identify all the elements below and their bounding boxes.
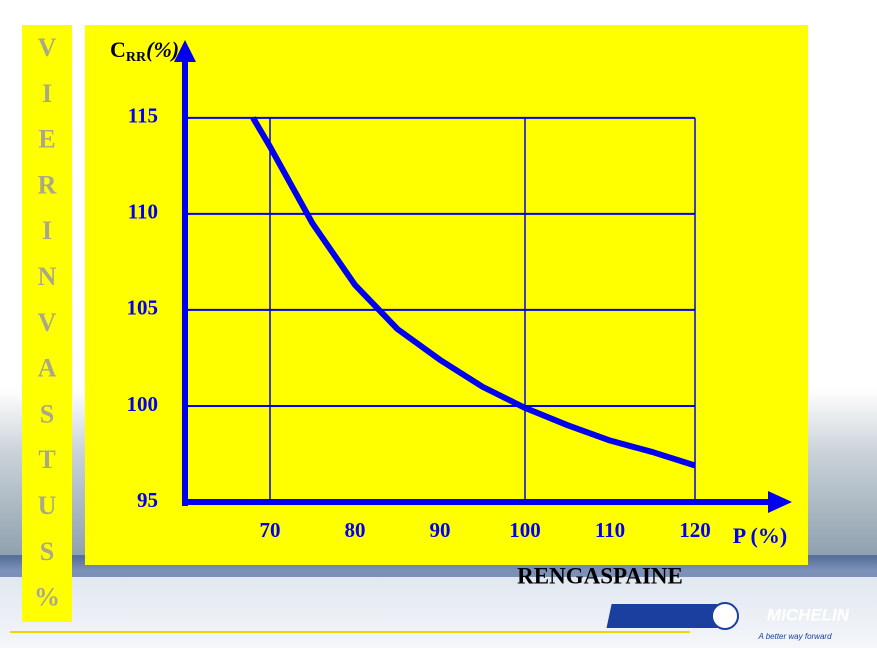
side-letter: U — [38, 491, 57, 520]
x-tick-label: 100 — [509, 518, 541, 542]
side-letter: N — [38, 262, 57, 291]
page: RENGASPAINE MICHELIN A better way forwar… — [0, 0, 877, 648]
side-letter: % — [34, 583, 60, 612]
logo-tagline: A better way forward — [757, 632, 832, 641]
side-letter: I — [42, 216, 52, 245]
slide: RENGASPAINE MICHELIN A better way forwar… — [0, 0, 877, 648]
side-letter: A — [38, 354, 57, 383]
footer-label: RENGASPAINE — [517, 563, 683, 588]
y-label-sub: RR — [126, 50, 147, 65]
side-letter: V — [38, 33, 57, 62]
x-tick-label: 90 — [430, 518, 451, 542]
side-letter: V — [38, 308, 57, 337]
x-tick-label: 80 — [345, 518, 366, 542]
x-tick-label: 110 — [595, 518, 625, 542]
chart-panel — [85, 25, 808, 565]
x-tick-label: 120 — [679, 518, 711, 542]
y-tick-label: 95 — [137, 488, 158, 512]
y-label-main: C — [110, 37, 126, 62]
logo-name: MICHELIN — [767, 605, 850, 624]
side-letter: S — [40, 537, 54, 566]
side-letter: E — [38, 125, 55, 154]
y-label-unit: (%) — [146, 37, 179, 62]
x-tick-label: 70 — [260, 518, 281, 542]
logo-mascot — [712, 603, 738, 629]
y-tick-label: 105 — [127, 296, 159, 320]
y-tick-label: 100 — [127, 392, 159, 416]
x-axis-label: P (%) — [733, 523, 787, 548]
y-tick-label: 110 — [128, 200, 158, 224]
side-letter: I — [42, 79, 52, 108]
side-letter: S — [40, 399, 54, 428]
side-letter: R — [38, 170, 57, 199]
y-tick-label: 115 — [128, 104, 158, 128]
side-letter: T — [38, 445, 55, 474]
